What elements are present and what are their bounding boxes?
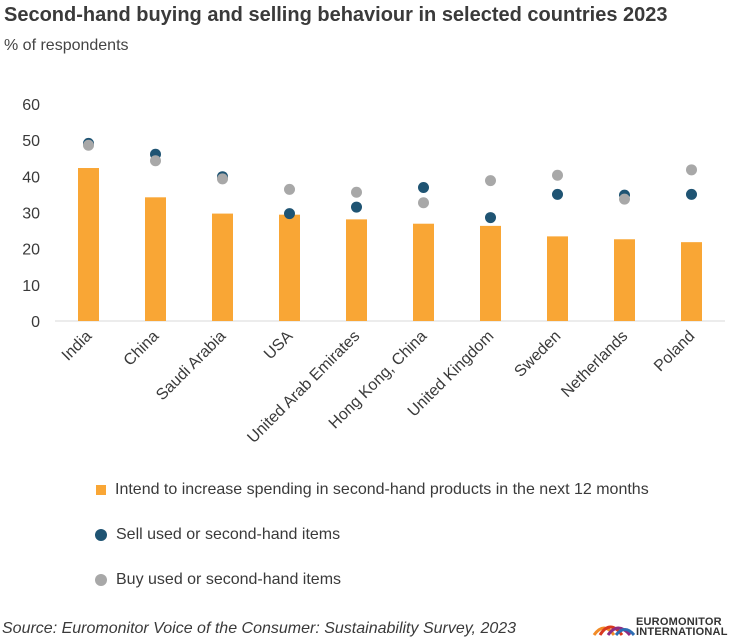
point-sell — [485, 212, 496, 224]
x-tick-label: Sweden — [511, 328, 564, 381]
x-tick-label: Netherlands — [558, 328, 631, 401]
bar-intend — [145, 197, 166, 321]
point-buy — [150, 155, 161, 167]
chart-title: Second-hand buying and selling behaviour… — [4, 4, 668, 26]
legend-label-buy: Buy used or second-hand items — [116, 571, 342, 588]
point-buy — [485, 175, 496, 187]
point-sell — [351, 201, 362, 213]
logo-icon — [592, 625, 636, 637]
chart-subtitle: % of respondents — [4, 37, 129, 54]
point-buy — [217, 173, 228, 185]
bar-intend — [413, 223, 434, 321]
x-tick-label: USA — [261, 328, 297, 364]
logo-line1: EUROMONITOR — [636, 616, 722, 628]
point-sell — [686, 188, 697, 200]
legend-label-intend: Intend to increase spending in second-ha… — [115, 481, 649, 498]
y-tick-label: 50 — [22, 133, 40, 150]
legend-label-sell: Sell used or second-hand items — [116, 526, 341, 543]
legend-swatch-sell-dot — [95, 529, 107, 541]
x-tick-label: India — [59, 328, 96, 365]
point-sell — [284, 208, 295, 220]
legend-item-buy: Buy used or second-hand items — [95, 571, 342, 589]
point-buy — [351, 186, 362, 198]
bar-intend — [614, 239, 635, 321]
y-tick-label: 0 — [31, 314, 40, 331]
legend-item-intend: Intend to increase spending in second-ha… — [96, 481, 649, 499]
bar-intend — [78, 168, 99, 321]
point-buy — [552, 169, 563, 181]
point-buy — [418, 197, 429, 209]
point-buy — [284, 183, 295, 195]
point-sell — [552, 188, 563, 200]
legend-swatch-buy-dot — [95, 574, 107, 586]
legend-swatch-bar — [96, 485, 106, 495]
x-tick-label: United Arab Emirates — [244, 328, 363, 447]
y-tick-label: 20 — [22, 242, 40, 259]
y-tick-label: 10 — [22, 278, 40, 295]
y-tick-label: 60 — [22, 97, 40, 114]
x-tick-label: China — [121, 328, 163, 370]
source-note: Source: Euromonitor Voice of the Consume… — [2, 620, 517, 637]
x-tick-label: Saudi Arabia — [153, 328, 229, 404]
bar-intend — [346, 219, 367, 321]
bar-intend — [212, 213, 233, 321]
point-sell — [418, 182, 429, 194]
euromonitor-logo: EUROMONITOR INTERNATIONAL — [592, 616, 728, 638]
bar-intend — [279, 214, 300, 321]
y-tick-label: 30 — [22, 206, 40, 223]
y-tick-label: 40 — [22, 169, 40, 186]
logo-line2: INTERNATIONAL — [636, 626, 728, 638]
point-buy — [619, 193, 630, 205]
point-buy — [686, 164, 697, 176]
x-tick-label: Poland — [651, 328, 698, 375]
bar-intend — [480, 225, 501, 321]
bar-intend — [681, 242, 702, 321]
point-buy — [83, 139, 94, 151]
bar-intend — [547, 236, 568, 321]
legend-item-sell: Sell used or second-hand items — [95, 526, 341, 544]
